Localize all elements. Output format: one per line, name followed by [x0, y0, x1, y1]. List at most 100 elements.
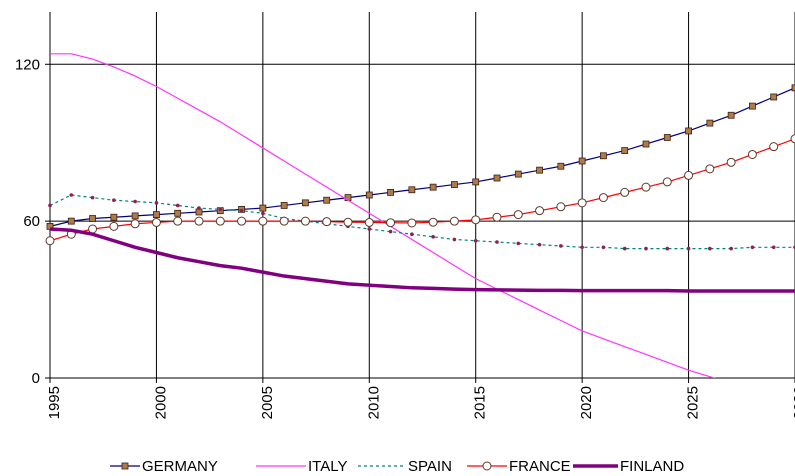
point-france-2004: [237, 216, 247, 226]
point-france-2000: [151, 217, 161, 227]
point-france-2012: [407, 218, 417, 228]
point-spain-2024: [665, 246, 670, 251]
point-france-2025: [684, 170, 694, 180]
point-spain-2013: [431, 235, 435, 239]
point-germany-2015: [472, 178, 480, 186]
point-spain-2022: [622, 246, 627, 251]
x-tick-label-2005: 2005: [259, 386, 276, 419]
point-spain-2000: [154, 201, 159, 205]
point-france-1995: [45, 236, 55, 246]
point-france-2022: [620, 187, 630, 197]
point-france-2030: [790, 134, 795, 144]
gridlines: [50, 12, 795, 379]
series-line-spain: [50, 194, 795, 250]
point-france-2003: [215, 216, 225, 226]
x-tick-label-2020: 2020: [578, 386, 595, 419]
point-spain-2020: [580, 245, 584, 250]
point-germany-2007: [302, 199, 309, 207]
point-germany-2001: [174, 209, 182, 217]
point-france-2026: [705, 164, 715, 174]
point-spain-2004: [239, 208, 244, 213]
point-france-2029: [769, 142, 779, 152]
x-tick-label-2030: 2030: [791, 386, 795, 419]
point-germany-2014: [451, 181, 458, 188]
point-france-2008: [322, 217, 332, 227]
point-spain-2029: [771, 245, 776, 250]
point-france-1998: [109, 221, 119, 231]
point-germany-1996: [67, 217, 75, 225]
point-spain-2027: [729, 246, 733, 251]
point-spain-2005: [261, 211, 265, 216]
point-spain-2025: [686, 246, 691, 251]
point-germany-2025: [685, 127, 692, 135]
point-france-2024: [662, 177, 672, 187]
series-line-finland: [50, 227, 795, 293]
axes: [45, 12, 795, 383]
point-france-2015: [471, 215, 481, 225]
legend-label-france: FRANCE: [509, 458, 571, 475]
point-germany-1998: [110, 213, 118, 221]
point-france-1999: [130, 219, 140, 229]
point-germany-2022: [621, 147, 629, 154]
point-france-2007: [300, 216, 310, 226]
point-france-2009: [343, 217, 353, 227]
point-spain-1999: [133, 199, 137, 204]
tick-labels: 0 60 120 1995 2000 2005 2010 2015 2020 2025 2030: [15, 56, 795, 419]
legend-label-germany: GERMANY: [142, 458, 218, 475]
y-tick-label-60: 60: [23, 213, 40, 230]
point-germany-2020: [578, 157, 586, 165]
point-germany-2019: [557, 162, 565, 170]
point-spain-2010: [367, 227, 372, 231]
point-germany-1997: [89, 215, 96, 222]
point-spain-2023: [644, 246, 648, 251]
point-spain-2018: [537, 242, 542, 247]
x-tick-label-2010: 2010: [365, 386, 382, 419]
point-france-1997: [88, 224, 98, 234]
point-france-2013: [428, 217, 438, 227]
legend-label-finland: FINLAND: [620, 458, 684, 475]
point-spain-2002: [197, 206, 201, 210]
point-germany-2017: [514, 170, 522, 178]
point-germany-2002: [195, 208, 203, 216]
point-germany-2030: [791, 84, 795, 92]
series-line-germany: [50, 87, 795, 227]
point-france-2018: [535, 206, 545, 216]
series-line-italy: [50, 53, 717, 378]
point-spain-2021: [601, 245, 606, 250]
point-germany-2012: [408, 186, 416, 194]
point-spain-1998: [112, 198, 116, 203]
x-tick-label-1995: 1995: [46, 386, 63, 419]
point-france-2020: [577, 198, 587, 208]
point-spain-2017: [516, 241, 521, 246]
point-germany-2006: [280, 202, 288, 209]
point-spain-2003: [218, 207, 223, 212]
point-germany-2000: [153, 211, 160, 219]
point-germany-2027: [727, 111, 735, 119]
point-spain-1997: [90, 195, 95, 200]
y-tick-label-120: 120: [15, 56, 40, 73]
point-germany-2016: [493, 174, 501, 182]
point-france-2017: [513, 210, 523, 220]
point-france-2014: [449, 216, 459, 226]
point-spain-1995: [48, 203, 52, 208]
point-germany-1999: [131, 212, 139, 220]
x-tick-label-2015: 2015: [472, 386, 489, 419]
point-spain-2001: [175, 203, 180, 208]
point-france-2028: [747, 149, 757, 159]
point-france-2006: [279, 216, 289, 226]
point-germany-2029: [770, 93, 778, 101]
point-germany-2023: [642, 140, 650, 148]
point-spain-2015: [473, 238, 478, 243]
point-france-2023: [641, 182, 651, 192]
point-germany-2011: [387, 188, 394, 196]
point-france-2016: [492, 212, 502, 222]
point-germany-2026: [706, 119, 714, 127]
point-france-2019: [556, 202, 566, 212]
point-germany-2028: [749, 102, 756, 110]
point-spain-2014: [452, 237, 457, 242]
point-spain-2011: [388, 229, 393, 234]
x-tick-label-2025: 2025: [685, 386, 702, 419]
point-germany-2021: [600, 152, 607, 160]
point-france-2001: [173, 216, 183, 226]
